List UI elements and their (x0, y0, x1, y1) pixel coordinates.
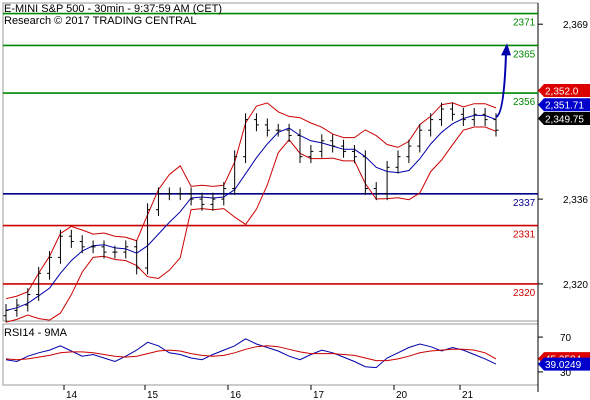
price-tag-label: 2,351.71 (545, 101, 584, 112)
price-tag-label: 2,352.0 (545, 86, 579, 97)
ohlc-bar (112, 245, 118, 259)
arrow-head (501, 43, 511, 56)
ohlc-bar (101, 240, 107, 259)
moving-average-line (5, 114, 497, 311)
level-lines: 2371 2365 2356 2337 2331 2320 (3, 12, 538, 299)
ohlc-bar (308, 145, 314, 164)
date-tick-label: 17 (313, 390, 325, 400)
ohlc-bar (36, 266, 42, 301)
ohlc-bar (243, 113, 249, 164)
level-label-2356: 2356 (513, 97, 536, 108)
ohlc-bar (134, 240, 140, 275)
ohlc-bar (482, 107, 488, 126)
ohlc-bar (449, 102, 455, 121)
rsi-title: RSI14 - 9MA (4, 327, 68, 339)
rsi-ma-line (5, 345, 497, 362)
ohlc-bar (264, 118, 270, 137)
ohlc-bar (417, 123, 423, 153)
date-axis-ticks: 14 15 16 17 20 21 (63, 385, 474, 400)
price-tag-label: 39.0249 (545, 360, 582, 371)
price-tag-label: 2,349.75 (545, 114, 584, 125)
moving-average (5, 114, 497, 311)
ohlc-bar (460, 107, 466, 126)
ohlc-bar (275, 123, 281, 137)
ohlc-bar (47, 251, 53, 280)
rsi-tick-label: 30 (560, 368, 572, 379)
level-label-2331: 2331 (513, 230, 536, 241)
ohlc-bar (188, 187, 194, 206)
level-label-2371: 2371 (513, 18, 536, 29)
level-label-2337: 2337 (513, 198, 536, 209)
bollinger-upper (5, 102, 497, 300)
ohlc-bar (177, 187, 183, 201)
ohlc-bar (319, 134, 325, 158)
ohlc-bar (384, 160, 390, 201)
price-tick-label: 2,336 (563, 195, 588, 206)
ohlc-bar (210, 192, 216, 211)
chart-title: E-MINI S&P 500 - 30min - 9:37:59 AM (CET… (4, 3, 222, 15)
price-tag: 2,352.0 (538, 83, 590, 97)
ohlc-bar (286, 123, 292, 142)
ohlc-bar (14, 298, 20, 317)
ohlc-bar (362, 150, 368, 195)
ohlc-bar (3, 304, 9, 323)
ohlc-bar (145, 203, 151, 275)
ohlc-bar (57, 229, 63, 264)
ohlc-bar (406, 139, 412, 164)
ohlc-bar (330, 134, 336, 153)
rsi-lines (5, 338, 497, 369)
ohlc-bar (90, 240, 96, 254)
price-tick-label: 2,369 (563, 20, 588, 31)
ohlc-bar (68, 229, 74, 248)
arrow-shaft (495, 53, 507, 118)
ohlc-bar (351, 145, 357, 164)
rsi-line (5, 338, 497, 369)
date-tick-label: 14 (66, 390, 78, 400)
chart-subtitle: Research © 2017 TRADING CENTRAL (4, 15, 197, 27)
ohlc-bar (428, 113, 434, 137)
ohlc-bar (395, 150, 401, 174)
ohlc-bar (155, 187, 161, 217)
date-tick-label: 20 (396, 390, 408, 400)
ohlc-bar (471, 107, 477, 126)
bollinger-bands (5, 102, 497, 323)
date-tick-label: 21 (462, 390, 474, 400)
price-tags: 2,352.02,351.712,349.7545.258439.0249 (538, 83, 590, 371)
ohlc-bar (166, 187, 172, 201)
price-tag: 39.0249 (538, 357, 590, 371)
ohlc-bar (232, 150, 238, 195)
ohlc-bar (493, 113, 499, 137)
ohlc-bar (25, 288, 31, 312)
date-tick-label: 15 (147, 390, 159, 400)
ohlc-bar (221, 182, 227, 206)
ohlc-bar (253, 113, 259, 132)
rsi-tick-label: 70 (560, 333, 572, 344)
level-label-2320: 2320 (513, 288, 536, 299)
price-tag: 2,349.75 (538, 112, 590, 125)
ohlc-bars (3, 102, 499, 323)
ohlc-bar (439, 102, 445, 126)
level-label-2365: 2365 (513, 49, 536, 60)
ohlc-bar (341, 139, 347, 158)
ohlc-bar (79, 235, 85, 254)
bollinger-lower (5, 126, 497, 323)
ohlc-bar (373, 182, 379, 201)
forecast-arrow (495, 43, 511, 118)
date-tick-label: 16 (230, 390, 242, 400)
price-axis-ticks: 2,369 2,336 2,320 70 30 (538, 20, 588, 379)
price-tick-label: 2,320 (563, 280, 588, 291)
ohlc-bar (297, 129, 303, 164)
ohlc-bar (123, 240, 129, 259)
price-tag: 2,351.71 (538, 98, 590, 112)
ohlc-bar (199, 192, 205, 211)
